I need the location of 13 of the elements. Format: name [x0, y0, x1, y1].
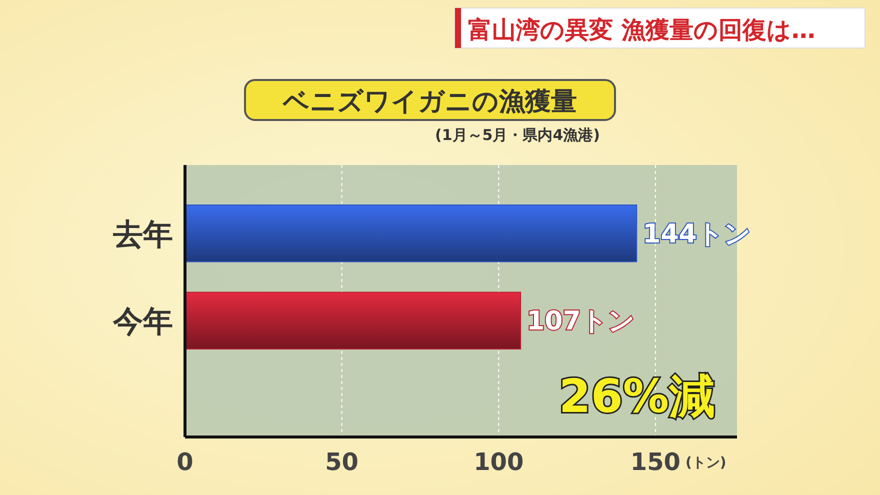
data-label: 144トン — [642, 219, 751, 250]
chart-subtitle: (1月～5月・県内4漁港) — [434, 126, 600, 144]
x-tick-label: 150 — [630, 448, 681, 476]
text: 富山湾の異変 漁獲量の回復は… — [468, 16, 816, 44]
y-tick-label: 去年 — [112, 217, 173, 252]
chart-title: ベニズワイガニの漁獲量 — [282, 87, 577, 117]
data-label: 107トン — [526, 306, 635, 337]
annotation: 26%減 — [558, 369, 715, 423]
y-tick-label: 今年 — [112, 304, 173, 340]
x-tick-label: 0 — [176, 448, 194, 476]
x-axis-title: (トン) — [685, 455, 726, 471]
x-tick-label: 50 — [325, 448, 359, 476]
x-tick-label: 100 — [474, 448, 524, 476]
